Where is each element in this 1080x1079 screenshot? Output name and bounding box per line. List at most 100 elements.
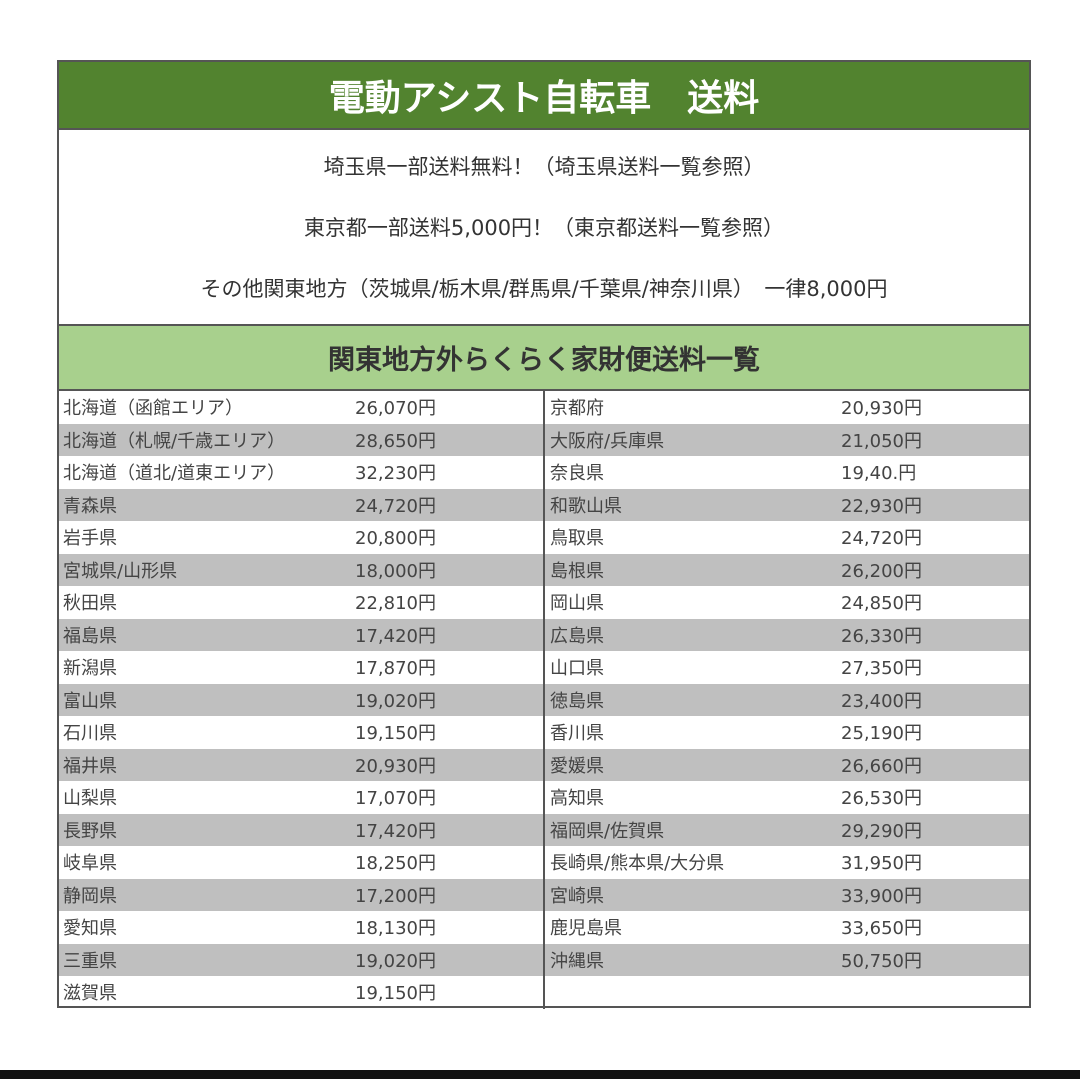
region-name: 鳥取県 bbox=[550, 528, 604, 550]
page-title: 電動アシスト自転車 送料 bbox=[59, 62, 1029, 130]
table-row: 北海道（道北/道東エリア） 32,230円 bbox=[59, 456, 543, 489]
region-name: 青森県 bbox=[63, 495, 117, 517]
region-name: 新潟県 bbox=[63, 658, 117, 680]
fee-value: 18,130円 bbox=[355, 918, 436, 940]
region-name: 鹿児島県 bbox=[550, 918, 622, 940]
region-name: 香川県 bbox=[550, 723, 604, 745]
fee-value: 20,930円 bbox=[355, 755, 436, 777]
table-row: 香川県 25,190円 bbox=[545, 716, 1029, 749]
fee-value: 26,330円 bbox=[841, 625, 922, 647]
table-row: 山梨県 17,070円 bbox=[59, 781, 543, 814]
region-name: 秋田県 bbox=[63, 593, 117, 615]
region-name: 北海道（函館エリア） bbox=[63, 398, 243, 420]
fee-value: 17,200円 bbox=[355, 885, 436, 907]
bottom-bar bbox=[0, 1070, 1080, 1079]
region-name: 愛知県 bbox=[63, 918, 117, 940]
table-row: 宮崎県 33,900円 bbox=[545, 878, 1029, 911]
fee-value: 26,530円 bbox=[841, 788, 922, 810]
fee-value: 18,250円 bbox=[355, 853, 436, 875]
fee-value: 26,660円 bbox=[841, 755, 922, 777]
region-name: 福島県 bbox=[63, 625, 117, 647]
region-name: 富山県 bbox=[63, 690, 117, 712]
region-name: 高知県 bbox=[550, 788, 604, 810]
table-row: 長野県 17,420円 bbox=[59, 813, 543, 846]
table-row: 鹿児島県 33,650円 bbox=[545, 911, 1029, 944]
region-name: 宮崎県 bbox=[550, 885, 604, 907]
region-name: 山口県 bbox=[550, 658, 604, 680]
fee-value: 26,200円 bbox=[841, 560, 922, 582]
fee-value: 18,000円 bbox=[355, 560, 436, 582]
fee-value: 17,420円 bbox=[355, 820, 436, 842]
fee-value: 17,070円 bbox=[355, 788, 436, 810]
table-row: 岩手県 20,800円 bbox=[59, 521, 543, 554]
region-name: 静岡県 bbox=[63, 885, 117, 907]
fee-value: 17,420円 bbox=[355, 625, 436, 647]
region-name: 岡山県 bbox=[550, 593, 604, 615]
region-name: 山梨県 bbox=[63, 788, 117, 810]
table-row: 青森県 24,720円 bbox=[59, 488, 543, 521]
table-row: 新潟県 17,870円 bbox=[59, 651, 543, 684]
table-row: 滋賀県 19,150円 bbox=[59, 976, 543, 1009]
table-row: 和歌山県 22,930円 bbox=[545, 488, 1029, 521]
fee-value: 32,230円 bbox=[355, 463, 436, 485]
table-row: 高知県 26,530円 bbox=[545, 781, 1029, 814]
info-line: 埼玉県一部送料無料！（埼玉県送料一覧参照） bbox=[323, 155, 765, 180]
table-row: 福島県 17,420円 bbox=[59, 618, 543, 651]
fee-value: 29,290円 bbox=[841, 820, 922, 842]
table-row: 三重県 19,020円 bbox=[59, 943, 543, 976]
table-row: 愛知県 18,130円 bbox=[59, 911, 543, 944]
table-row: 福井県 20,930円 bbox=[59, 748, 543, 781]
fee-value: 24,850円 bbox=[841, 593, 922, 615]
table-row: 秋田県 22,810円 bbox=[59, 586, 543, 619]
region-name: 福井県 bbox=[63, 755, 117, 777]
fee-column-right: 京都府 20,930円大阪府/兵庫県 21,050円奈良県 19,40.円和歌山県 22… bbox=[545, 391, 1029, 1009]
region-name: 長野県 bbox=[63, 820, 117, 842]
fee-value: 19,020円 bbox=[355, 690, 436, 712]
table-row: 宮城県/山形県 18,000円 bbox=[59, 553, 543, 586]
table-row: 徳島県 23,400円 bbox=[545, 683, 1029, 716]
fee-value: 33,900円 bbox=[841, 885, 922, 907]
fee-value: 19,020円 bbox=[355, 950, 436, 972]
region-name: 奈良県 bbox=[550, 463, 604, 485]
info-line: その他関東地方（茨城県/栃木県/群馬県/千葉県/神奈川県） 一律8,000円 bbox=[200, 276, 888, 301]
fee-table: 北海道（函館エリア） 26,070円 北海道（札幌/千歳エリア） 28,650円 北海道… bbox=[59, 391, 1029, 1009]
region-name: 和歌山県 bbox=[550, 495, 622, 517]
fee-value: 27,350円 bbox=[841, 658, 922, 680]
fee-value: 19,40.円 bbox=[841, 463, 917, 485]
table-row bbox=[545, 976, 1029, 1009]
region-name: 滋賀県 bbox=[63, 983, 117, 1005]
table-row: 広島県 26,330円 bbox=[545, 618, 1029, 651]
table-row: 長崎県/熊本県/大分県 31,950円 bbox=[545, 846, 1029, 879]
info-section: 埼玉県一部送料無料！（埼玉県送料一覧参照） 東京都一部送料5,000円！（東京都… bbox=[59, 130, 1029, 324]
region-name: 石川県 bbox=[63, 723, 117, 745]
table-row: 大阪府/兵庫県 21,050円 bbox=[545, 423, 1029, 456]
region-name: 徳島県 bbox=[550, 690, 604, 712]
fee-value: 20,800円 bbox=[355, 528, 436, 550]
fee-value: 20,930円 bbox=[841, 398, 922, 420]
region-name: 長崎県/熊本県/大分県 bbox=[550, 853, 725, 875]
region-name: 沖縄県 bbox=[550, 950, 604, 972]
table-row: 北海道（札幌/千歳エリア） 28,650円 bbox=[59, 423, 543, 456]
table-row: 北海道（函館エリア） 26,070円 bbox=[59, 391, 543, 424]
fee-column-left: 北海道（函館エリア） 26,070円 北海道（札幌/千歳エリア） 28,650円 北海道… bbox=[59, 391, 545, 1009]
fee-value: 22,810円 bbox=[355, 593, 436, 615]
fee-value: 23,400円 bbox=[841, 690, 922, 712]
region-name: 京都府 bbox=[550, 398, 604, 420]
region-name: 大阪府/兵庫県 bbox=[550, 430, 665, 452]
table-row: 沖縄県 50,750円 bbox=[545, 943, 1029, 976]
table-row: 山口県 27,350円 bbox=[545, 651, 1029, 684]
table-row: 岐阜県 18,250円 bbox=[59, 846, 543, 879]
region-name: 福岡県/佐賀県 bbox=[550, 820, 665, 842]
region-name: 島根県 bbox=[550, 560, 604, 582]
table-row: 岡山県 24,850円 bbox=[545, 586, 1029, 619]
shipping-fee-sheet: 電動アシスト自転車 送料 埼玉県一部送料無料！（埼玉県送料一覧参照） 東京都一部… bbox=[57, 60, 1031, 1009]
region-name: 愛媛県 bbox=[550, 755, 604, 777]
fee-value: 50,750円 bbox=[841, 950, 922, 972]
fee-value: 19,150円 bbox=[355, 983, 436, 1005]
region-name: 北海道（札幌/千歳エリア） bbox=[63, 430, 286, 452]
fee-value: 28,650円 bbox=[355, 430, 436, 452]
info-line: 東京都一部送料5,000円！（東京都送料一覧参照） bbox=[303, 215, 785, 240]
fee-value: 26,070円 bbox=[355, 398, 436, 420]
table-row: 静岡県 17,200円 bbox=[59, 878, 543, 911]
region-name: 岐阜県 bbox=[63, 853, 117, 875]
